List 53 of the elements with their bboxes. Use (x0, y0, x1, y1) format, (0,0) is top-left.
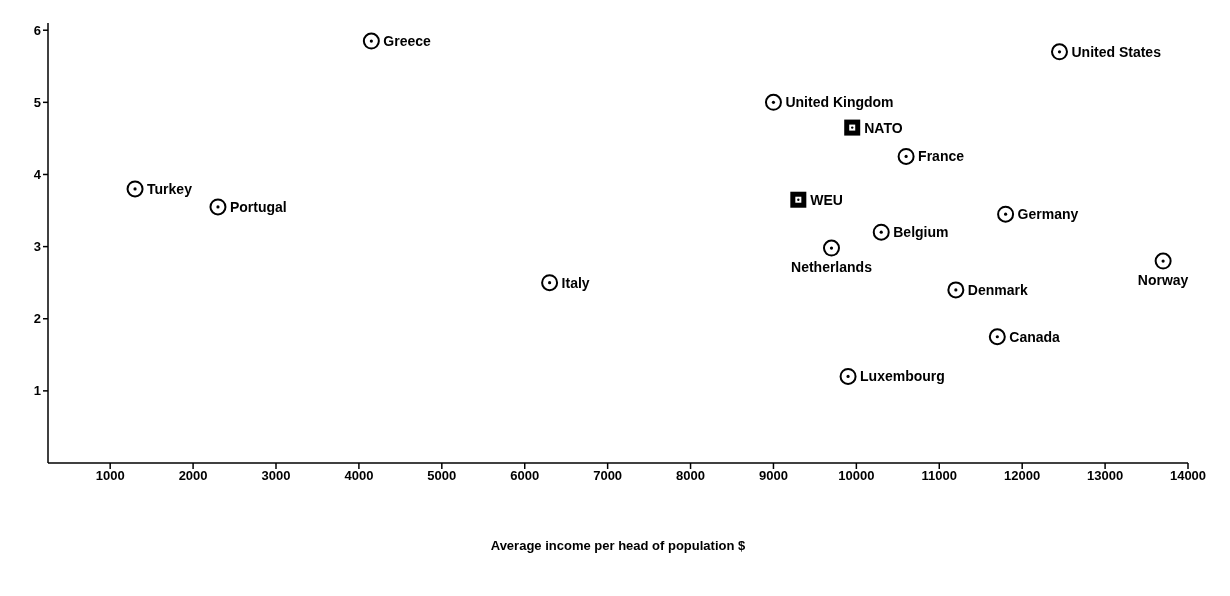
point (541, 274, 559, 292)
annotation: NATO (864, 119, 903, 136)
annotation: Denmark (967, 281, 1028, 298)
point (362, 32, 380, 50)
annotation: Canada (1009, 328, 1061, 345)
annotation: Germany (1017, 206, 1079, 223)
x-tick-label: 11000 (921, 468, 957, 484)
x-tick-label: 2000 (178, 468, 208, 484)
x-tick-label: 12000 (1004, 468, 1041, 484)
annotation: United Kingdom (785, 94, 894, 111)
x-tick-label: 6000 (510, 468, 540, 484)
point (822, 239, 840, 257)
annotation: WEU (810, 191, 843, 208)
annotation: Greece (383, 33, 432, 50)
annotation: Luxembourg (860, 368, 945, 385)
point (209, 198, 227, 216)
point (844, 119, 861, 136)
annotation: Belgium (893, 224, 949, 241)
point (839, 367, 857, 385)
x-tick-label: 8000 (676, 468, 706, 484)
annotation: United States (1071, 43, 1162, 60)
x-tick-label: 7000 (593, 468, 623, 484)
x-axis-title: Average income per head of population $ (489, 538, 747, 553)
point (947, 281, 965, 299)
x-tick-label: 10000 (838, 468, 875, 484)
y-tick-label: 1 (33, 383, 41, 399)
annotation: Netherlands (791, 259, 873, 276)
annotation: France (918, 148, 965, 165)
y-tick-label: 5 (33, 94, 41, 110)
point (872, 223, 890, 241)
y-tick-label: 4 (33, 167, 42, 183)
x-tick-label: 5000 (427, 468, 457, 484)
y-tick-label: 2 (33, 311, 41, 327)
x-tick-label: 14000 (1169, 468, 1207, 484)
annotation: Italy (561, 274, 590, 291)
x-tick-label: 13000 (1087, 468, 1124, 484)
x-tick-label: 4000 (344, 468, 374, 484)
point (988, 328, 1006, 346)
annotation: Turkey (147, 180, 193, 197)
point (1050, 43, 1068, 61)
point (126, 180, 144, 198)
y-tick-label: 6 (33, 22, 41, 38)
annotation: Norway (1137, 272, 1189, 289)
point (997, 205, 1015, 223)
annotation: Portugal (229, 198, 287, 215)
x-tick-label: 3000 (261, 468, 291, 484)
point (897, 147, 915, 165)
x-tick-label: 1000 (95, 468, 125, 484)
point (790, 191, 807, 208)
x-tick-label: 9000 (758, 468, 788, 484)
point (764, 93, 782, 111)
y-tick-label: 3 (33, 239, 41, 255)
point (1154, 252, 1172, 270)
